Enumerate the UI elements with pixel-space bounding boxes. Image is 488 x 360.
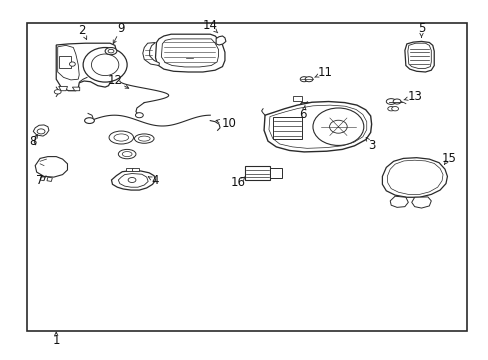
Ellipse shape [54,90,61,94]
Polygon shape [33,125,49,136]
Polygon shape [40,176,45,181]
Ellipse shape [305,77,312,82]
Ellipse shape [329,120,346,133]
Text: 9: 9 [117,22,125,35]
Text: 11: 11 [317,66,331,79]
Polygon shape [35,157,67,177]
Ellipse shape [386,99,395,104]
Text: 10: 10 [221,117,236,130]
Text: 1: 1 [52,334,60,347]
Polygon shape [264,102,371,152]
Polygon shape [386,160,442,194]
Ellipse shape [83,48,127,82]
Text: 14: 14 [203,19,217,32]
Polygon shape [268,105,366,148]
Text: 4: 4 [151,174,159,187]
Text: 15: 15 [441,152,455,165]
Polygon shape [300,102,305,111]
Text: 16: 16 [231,176,245,189]
Bar [293,96,302,101]
Polygon shape [47,177,52,181]
Polygon shape [59,86,67,91]
Ellipse shape [134,134,154,143]
Ellipse shape [108,49,114,53]
Polygon shape [72,87,80,91]
Bar [132,168,139,171]
Polygon shape [142,42,159,66]
Bar [245,166,269,180]
Polygon shape [411,197,430,208]
Ellipse shape [69,62,75,66]
Ellipse shape [105,48,117,55]
Bar [27,23,466,331]
Bar [269,168,282,178]
Ellipse shape [37,129,45,134]
Ellipse shape [300,77,307,82]
Text: 6: 6 [299,108,306,121]
Text: 7: 7 [36,174,44,187]
Polygon shape [407,43,430,68]
Polygon shape [111,171,155,190]
Ellipse shape [301,103,306,106]
Ellipse shape [138,136,150,141]
Text: 2: 2 [78,24,86,37]
Polygon shape [382,158,447,197]
Ellipse shape [122,152,132,157]
Bar [59,56,71,68]
Ellipse shape [128,177,136,183]
Bar [272,117,302,139]
Polygon shape [155,34,224,72]
Ellipse shape [91,54,119,76]
Text: 3: 3 [367,139,375,152]
Text: 12: 12 [107,75,122,87]
Polygon shape [161,39,218,67]
Polygon shape [404,41,433,72]
Polygon shape [56,43,116,91]
Ellipse shape [312,108,363,145]
Polygon shape [216,36,225,45]
Polygon shape [118,174,148,187]
Ellipse shape [118,149,136,159]
Text: 5: 5 [417,22,425,35]
Text: 8: 8 [29,135,37,148]
Ellipse shape [392,99,400,104]
Polygon shape [58,45,79,80]
Polygon shape [389,196,407,207]
Ellipse shape [135,113,143,118]
Polygon shape [306,102,316,111]
Text: 13: 13 [407,90,421,103]
Ellipse shape [109,131,133,144]
Ellipse shape [305,103,311,106]
Ellipse shape [84,118,94,123]
Bar [126,168,133,171]
Ellipse shape [391,107,398,111]
Ellipse shape [387,107,394,111]
Ellipse shape [114,134,128,141]
